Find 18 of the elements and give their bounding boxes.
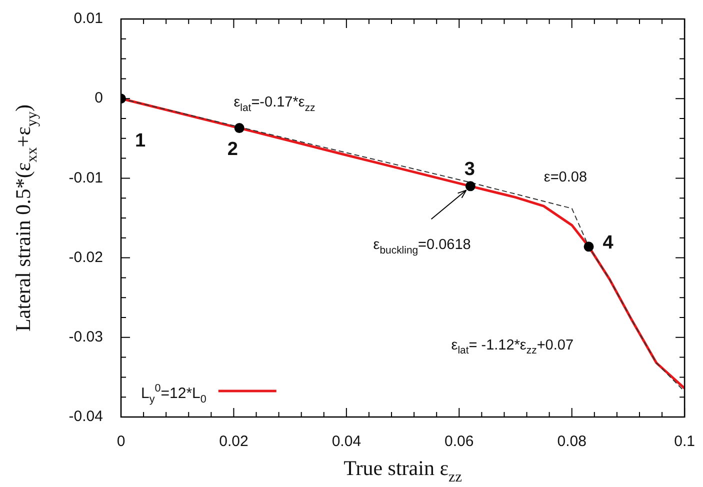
- x-tick-label: 0.06: [444, 433, 474, 450]
- y-tick-label: -0.01: [68, 169, 103, 186]
- annotation: ε=0.08: [544, 169, 588, 186]
- x-tick-label: 0.1: [674, 433, 696, 450]
- x-tick-label: 0.04: [332, 433, 362, 450]
- y-axis-title: Lateral strain 0.5*(εxx+εyy): [11, 104, 40, 332]
- x-tick-label: 0.08: [557, 433, 586, 450]
- x-tick-label: 0.02: [219, 433, 248, 450]
- y-tick-label: -0.03: [68, 328, 103, 346]
- y-tick-label: -0.02: [68, 248, 103, 266]
- annotation: 4: [602, 232, 614, 254]
- annotation: 1: [135, 130, 146, 152]
- annotation: 2: [227, 139, 238, 160]
- annotation: 3: [464, 159, 475, 180]
- y-tick-label: 0.01: [74, 10, 103, 28]
- y-tick-label: -0.04: [68, 408, 103, 426]
- x-tick-label: 0: [116, 433, 126, 450]
- y-tick-label: 0: [94, 90, 103, 107]
